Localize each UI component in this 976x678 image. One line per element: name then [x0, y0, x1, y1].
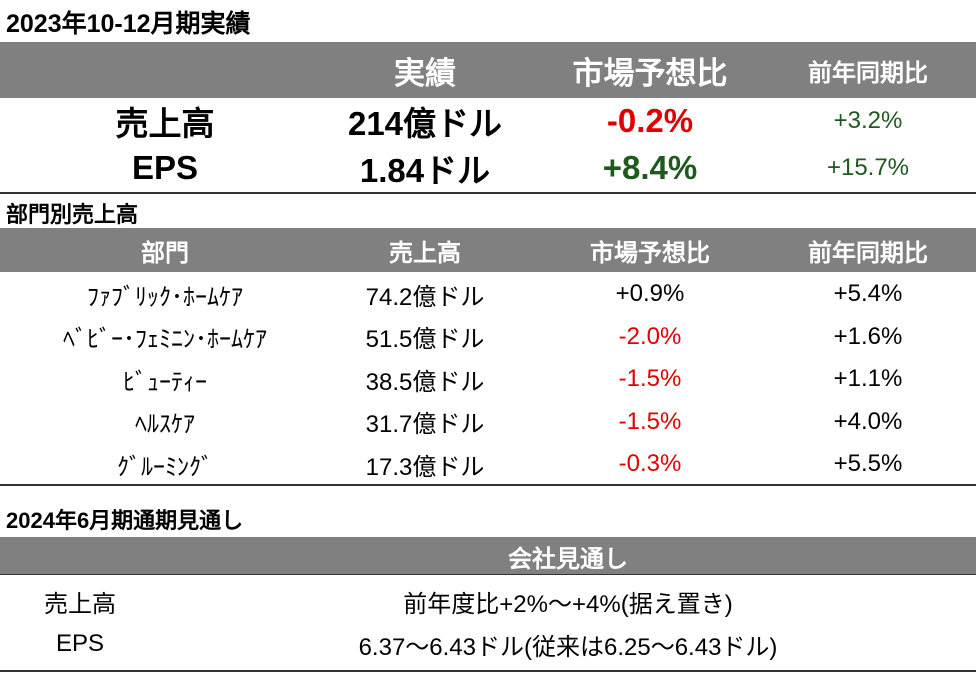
cell: EPS [131, 149, 199, 186]
section-title: 2023年10-12月期実績 [6, 10, 251, 38]
cell: 17.3億ドル [365, 453, 485, 481]
rule [0, 574, 976, 575]
cell: +15.7% [826, 154, 910, 181]
cell: +1.6% [833, 322, 903, 350]
cell: EPS [55, 630, 105, 657]
cell: 前年度比+2%～+4%(据え置き) [403, 590, 733, 618]
cell: +3.2% [833, 107, 903, 134]
section-title: 部門別売上高 [6, 202, 139, 227]
cell: -0.3% [618, 450, 682, 477]
rule [0, 192, 976, 194]
column-header: 前年同期比 [808, 239, 928, 267]
column-header: 実績 [394, 55, 456, 91]
column-header: 会社見通し [508, 545, 628, 573]
section-title: 2024年6月期通期見通し [6, 508, 244, 533]
header-bar [0, 228, 976, 272]
cell: +5.5% [833, 450, 903, 477]
cell: 売上高 [115, 105, 215, 142]
cell: +0.9% [615, 280, 685, 307]
cell: ｸﾞﾙｰﾐﾝｸﾞ [117, 453, 213, 481]
column-header: 前年同期比 [808, 59, 928, 87]
cell: ﾍﾙｽｹｱ [135, 411, 195, 438]
rule [0, 670, 976, 672]
cell: +1.1% [833, 365, 903, 392]
rule [0, 484, 976, 486]
cell: 74.2億ドル [365, 283, 485, 311]
cell: +5.4% [833, 280, 903, 307]
cell: 214億ドル [347, 105, 503, 142]
cell: 38.5億ドル [365, 368, 485, 396]
cell: ﾍﾞﾋﾞｰ･ﾌｪﾐﾆﾝ･ﾎｰﾑｹｱ [63, 326, 267, 353]
column-header: 市場予想比 [572, 55, 728, 91]
header-bar [0, 537, 976, 575]
column-header: 部門 [141, 239, 189, 267]
cell: 売上高 [44, 590, 116, 618]
cell: -1.5% [618, 365, 682, 392]
cell: +8.4% [602, 149, 698, 186]
cell: -0.2% [606, 102, 694, 139]
column-header: 売上高 [389, 239, 461, 267]
cell: -1.5% [618, 407, 682, 435]
cell: 51.5億ドル [365, 326, 485, 353]
cell: 1.84ドル [359, 152, 491, 189]
column-header: 市場予想比 [590, 239, 710, 267]
cell: -2.0% [618, 322, 682, 350]
cell: 6.37～6.43ドル(従来は6.25～6.43ドル) [358, 633, 778, 661]
header-bar [0, 42, 976, 98]
cell: ﾋﾞｭｰﾃｨｰ [123, 368, 207, 396]
cell: 31.7億ドル [365, 411, 485, 438]
cell: +4.0% [833, 407, 903, 435]
cell: ﾌｧﾌﾞﾘｯｸ･ﾎｰﾑｹｱ [87, 283, 243, 311]
